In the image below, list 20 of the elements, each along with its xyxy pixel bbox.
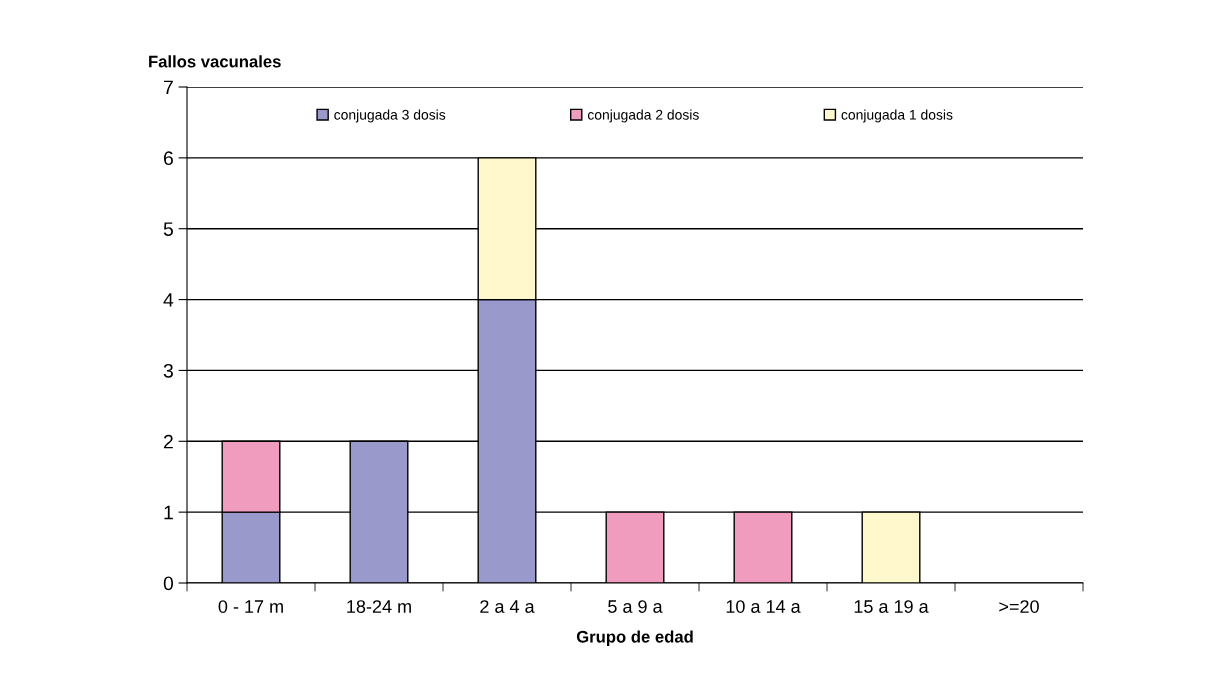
x-tick-label: 15 a 19 a (854, 600, 929, 613)
x-tick-label: 10 a 14 a (726, 600, 801, 613)
y-axis-title: Fallos vacunales (149, 55, 281, 68)
y-tick-label: 0 (163, 576, 174, 591)
x-tick-label: 5 a 9 a (608, 600, 663, 613)
x-tick-label: 0 - 17 m (218, 600, 283, 613)
legend-label: conjugada 2 dosis (587, 109, 699, 123)
y-tick-label: 3 (163, 363, 173, 378)
y-tick-label: 1 (164, 505, 173, 520)
x-axis-title: Grupo de edad (576, 630, 693, 646)
y-tick-label: 4 (163, 293, 174, 307)
x-tick-label: 18-24 m (347, 600, 411, 613)
legend-label: conjugada 3 dosis (334, 109, 446, 123)
x-tick-label: >=20 (999, 600, 1039, 613)
y-tick-label: 2 (163, 434, 173, 449)
y-tick-label: 7 (163, 80, 173, 95)
y-tick-label: 5 (163, 222, 173, 236)
legend-label: conjugada 1 dosis (841, 109, 953, 123)
y-tick-label: 6 (163, 151, 173, 166)
x-tick-label: 2 a 4 a (480, 600, 535, 613)
